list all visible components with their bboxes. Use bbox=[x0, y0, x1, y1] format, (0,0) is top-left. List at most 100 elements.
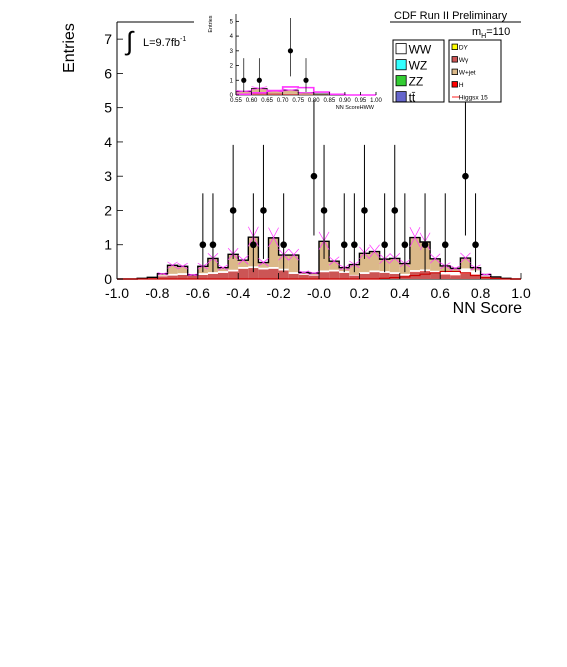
main-bar-w-14 bbox=[258, 269, 269, 279]
main-data-point-10 bbox=[361, 207, 368, 214]
main-bar-wjet-27 bbox=[389, 258, 400, 273]
inset-y-tick-label-0: 0 bbox=[230, 93, 234, 99]
main-bar-ww-11 bbox=[228, 269, 239, 272]
main-bar-w-19 bbox=[308, 275, 319, 279]
main-bar-ww-27 bbox=[389, 272, 400, 274]
main-bar-ww-31 bbox=[430, 270, 441, 273]
main-bar-w-13 bbox=[248, 268, 259, 279]
main-bar-wjet-6 bbox=[177, 266, 188, 274]
main-bar-ww-9 bbox=[207, 272, 218, 274]
main-data-point-0 bbox=[199, 241, 207, 249]
main-data-point-16 bbox=[462, 172, 469, 180]
main-data-point-4 bbox=[260, 207, 267, 214]
inset-y-tick-label-2: 2 bbox=[230, 64, 234, 70]
main-bar-w-16 bbox=[278, 270, 289, 279]
inset-x-tick-label-5: 0.80 bbox=[308, 98, 320, 104]
main-bar-ww-25 bbox=[369, 270, 380, 273]
main-bar-w-20 bbox=[319, 272, 330, 279]
main-bar-w-12 bbox=[238, 268, 249, 279]
mass-label: mH=110 bbox=[472, 26, 510, 40]
main-x-tick-label-0: -1.0 bbox=[105, 285, 129, 301]
main-x-tick-label-8: 0.6 bbox=[430, 285, 450, 301]
inset-bar-wjet-0 bbox=[236, 91, 252, 94]
main-bar-ww-5 bbox=[167, 273, 178, 276]
main-uncertainty-hatch-14 bbox=[258, 258, 269, 267]
inset-bar-w-1 bbox=[251, 92, 268, 95]
legend-left-label-0: WW bbox=[409, 43, 432, 57]
main-bar-wjet-33 bbox=[450, 268, 461, 272]
main-bar-ww-20 bbox=[319, 270, 330, 273]
main-uncertainty-hatch-25 bbox=[369, 244, 380, 258]
main-bar-w-35 bbox=[470, 274, 481, 279]
legend-left-label-3: tt̄ bbox=[409, 91, 416, 105]
main-data-point-2 bbox=[229, 207, 237, 214]
inset-y-tick-label-3: 3 bbox=[230, 49, 234, 55]
main-bar-ww-34 bbox=[460, 268, 471, 274]
main-bar-ww-15 bbox=[268, 267, 279, 269]
main-bar-w-22 bbox=[339, 272, 350, 279]
main-bar-w-31 bbox=[430, 272, 441, 279]
main-uncertainty-hatch-19 bbox=[308, 271, 320, 275]
legend-right-swatch-0 bbox=[451, 43, 458, 51]
main-bar-wjet-10 bbox=[218, 267, 229, 272]
inset-x-tick-label-4: 0.75 bbox=[292, 98, 304, 104]
main-bar-w-4 bbox=[157, 276, 168, 279]
main-bar-wjet-29 bbox=[409, 237, 420, 271]
inset-data-point-1 bbox=[256, 77, 262, 83]
main-bar-w-33 bbox=[450, 275, 461, 279]
main-uncertainty-hatch-33 bbox=[450, 265, 461, 272]
main-bar-wjet-24 bbox=[359, 253, 370, 273]
main-y-tick-label-1: 1 bbox=[104, 237, 112, 253]
main-y-tick-label-2: 2 bbox=[104, 202, 112, 218]
main-bar-w-8 bbox=[197, 274, 208, 279]
legend-right-label-2: W+jet bbox=[459, 69, 476, 76]
main-x-axis-label: NN Score bbox=[453, 300, 522, 317]
main-bar-w-9 bbox=[207, 273, 218, 279]
main-data-point-3 bbox=[250, 241, 257, 249]
main-bar-ww-23 bbox=[349, 274, 360, 276]
main-x-ticks: -1.0 -0.8 -0.6 -0.4 -0.2 -0.0 0.2 0.4 0.6 0.8 1.0 bbox=[105, 273, 531, 301]
main-y-tick-label-7: 7 bbox=[104, 31, 112, 47]
main-y-tick-label-5: 5 bbox=[104, 100, 112, 116]
main-plot: -1.0 -0.8 -0.6 -0.4 -0.2 -0.0 0.2 0.4 0.6 0.8 1.0 … bbox=[61, 21, 531, 317]
inset-y-ticks: 0 1 2 3 4 5 bbox=[230, 19, 239, 99]
main-data-point-8 bbox=[340, 241, 348, 249]
inset-bar-w-2 bbox=[267, 93, 283, 95]
main-bar-ww-17 bbox=[288, 272, 299, 274]
main-bar-ww-8 bbox=[197, 273, 208, 275]
main-bar-ww-28 bbox=[399, 273, 410, 276]
main-data-point-1 bbox=[209, 241, 217, 249]
inset-bar-w-4 bbox=[298, 94, 314, 95]
main-bar-wjet-5 bbox=[167, 265, 178, 274]
main-bar-wjet-31 bbox=[430, 258, 441, 271]
main-data-point-13 bbox=[401, 241, 409, 249]
main-data-point-5 bbox=[280, 241, 287, 249]
main-y-tick-label-3: 3 bbox=[104, 168, 112, 184]
main-bar-ww-33 bbox=[450, 271, 461, 276]
main-higgs-x15-line bbox=[117, 270, 521, 280]
main-bar-ww-12 bbox=[238, 267, 249, 269]
inset-data-point-2 bbox=[287, 48, 294, 54]
main-bar-w-32 bbox=[440, 274, 451, 279]
main-uncertainty-hatch-18 bbox=[298, 270, 310, 275]
main-data-point-7 bbox=[320, 207, 328, 214]
inset-bar-wjet-4 bbox=[298, 92, 314, 95]
inset-x-ticks: 0.55 0.60 0.65 0.70 0.75 0.80 0.85 0.90 0.95 1.00 bbox=[230, 92, 382, 104]
main-y-tick-label-6: 6 bbox=[104, 65, 112, 81]
legend-right-label-1: Wγ bbox=[459, 57, 469, 64]
main-y-tick-label-4: 4 bbox=[104, 134, 112, 150]
inset-data-point-3 bbox=[303, 77, 309, 83]
inset-x-tick-label-6: 0.85 bbox=[323, 98, 335, 104]
inset-y-axis-label: Entries bbox=[208, 15, 214, 32]
legend-right-label-0: DY bbox=[459, 44, 469, 51]
main-uncertainty-hatch-12 bbox=[237, 255, 249, 265]
main-bar-w-6 bbox=[177, 274, 188, 279]
main-x-tick-label-10: 1.0 bbox=[511, 285, 531, 301]
main-x-tick-label-4: -0.2 bbox=[267, 285, 291, 301]
inset-x-tick-label-8: 0.95 bbox=[355, 98, 367, 104]
main-bar-w-24 bbox=[359, 273, 370, 279]
main-bar-w-30 bbox=[420, 271, 431, 279]
main-bar-ww-14 bbox=[258, 267, 269, 270]
main-histograms bbox=[117, 226, 521, 280]
